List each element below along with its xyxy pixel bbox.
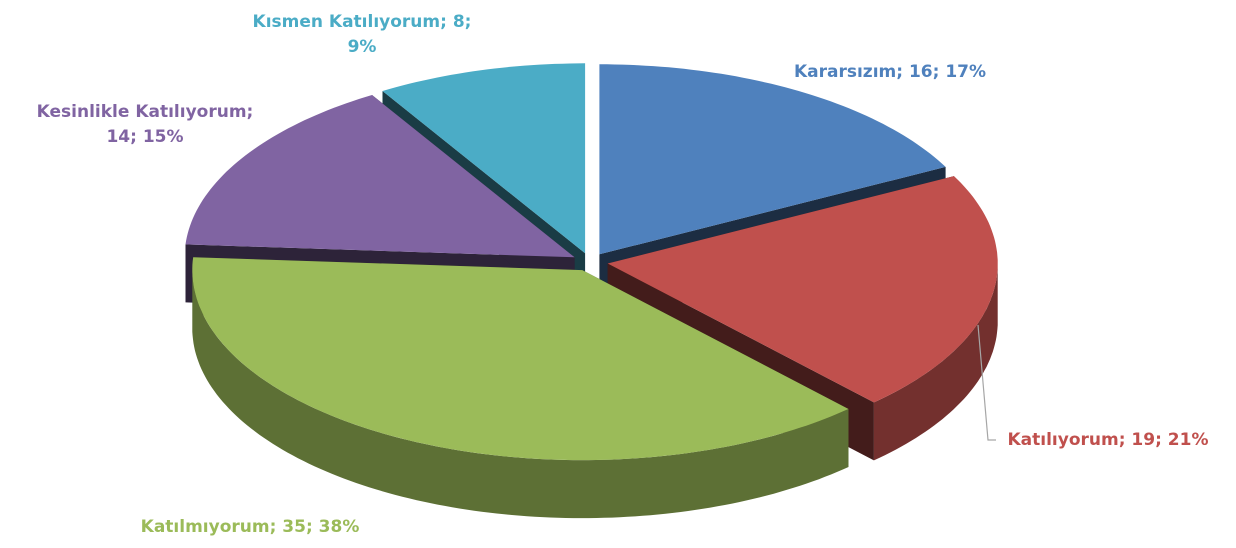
slice-tops [185,63,998,461]
data-label: Katılıyorum; 19; 21% [1008,430,1209,450]
slice [185,95,575,258]
data-label: Kısmen Katılıyorum; 8; [253,12,472,32]
slice-wall [192,270,849,519]
data-label: 14; 15% [106,127,183,147]
slice-wall [873,263,998,461]
slice [192,257,849,461]
labels: Kararsızım; 16; 17% Katılıyorum; 19; 21% K… [37,12,1209,537]
data-label: Kararsızım; 16; 17% [794,62,986,82]
slice [382,63,586,254]
slice [599,64,946,255]
leader-line [977,324,996,441]
data-label: 9% [348,37,377,57]
data-label: Katılmıyorum; 35; 38% [141,517,360,537]
slice [607,176,998,403]
data-label: Kesinlikle Katılıyorum; [37,102,254,122]
